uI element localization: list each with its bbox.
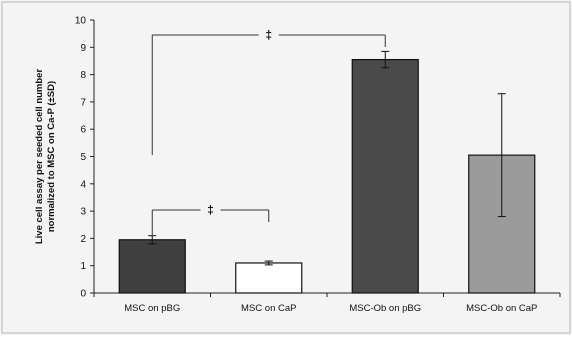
y-tick-label: 5 <box>80 152 86 163</box>
significance-mark: ‡ <box>265 28 272 42</box>
y-axis-title: Live cell assay per seeded cell number no… <box>34 69 57 245</box>
bars <box>118 58 536 294</box>
y-axis-title-line: Live cell assay per seeded cell number <box>34 69 45 245</box>
y-tick-label: 2 <box>80 234 86 245</box>
y-tick-label: 9 <box>80 43 86 54</box>
bar <box>351 58 419 294</box>
x-category-label: MSC on CaP <box>241 303 296 314</box>
y-tick-label: 7 <box>80 97 86 108</box>
x-category-label: MSC-Ob on pBG <box>349 303 421 314</box>
y-tick-label: 0 <box>80 289 86 300</box>
bar <box>118 239 186 294</box>
y-axis-title-line: normalized to MSC on Ca-P (±SD) <box>46 81 57 232</box>
significance-brackets: ‡‡ <box>151 28 386 237</box>
y-tick-label: 8 <box>80 70 86 81</box>
y-tick-label: 3 <box>80 207 86 218</box>
y-axis-ticks: 0 1 2 3 4 5 6 7 8 9 10 <box>75 16 94 300</box>
x-axis-categories: MSC on pBG MSC on CaP MSC-Ob on pBG MSC-Ob … <box>124 303 537 314</box>
y-tick-label: 10 <box>75 16 87 27</box>
x-category-label: MSC on pBG <box>124 303 180 314</box>
y-tick-label: 6 <box>80 125 86 136</box>
y-tick-label: 4 <box>80 179 86 190</box>
bar <box>235 262 303 294</box>
x-category-label: MSC-Ob on CaP <box>466 303 537 314</box>
significance-mark: ‡ <box>207 203 214 217</box>
y-tick-label: 1 <box>80 261 86 272</box>
